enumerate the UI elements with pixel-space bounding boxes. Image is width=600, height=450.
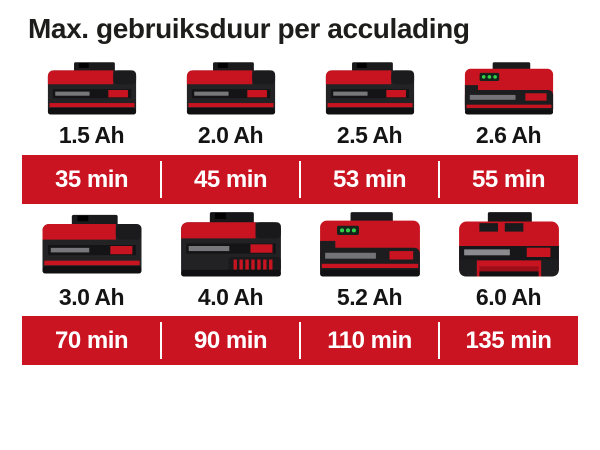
runtime-value: 70 min	[54, 326, 129, 354]
battery-row-2: 3.0 Ah 4.0 Ah 5.2 Ah 6.0 Ah	[22, 210, 578, 310]
runtime-value: 90 min	[160, 316, 300, 365]
battery-cell-3-0ah: 3.0 Ah	[22, 210, 161, 310]
battery-capacity-label: 2.6 Ah	[475, 122, 542, 148]
battery-capacity-label: 6.0 Ah	[475, 284, 542, 310]
battery-cell-2-5ah: 2.5 Ah	[300, 60, 439, 148]
battery-image-2-0ah	[182, 60, 280, 120]
page-title: Max. gebruiksduur per acculading	[28, 13, 470, 44]
battery-image-5-2ah	[315, 210, 425, 282]
battery-cell-6-0ah: 6.0 Ah	[439, 210, 578, 310]
battery-capacity-label: 5.2 Ah	[336, 284, 403, 310]
battery-capacity-label: 2.0 Ah	[197, 122, 264, 148]
battery-image-1-5ah	[43, 60, 141, 120]
battery-image-3-0ah	[37, 210, 147, 282]
battery-capacity-label: 1.5 Ah	[58, 122, 125, 148]
battery-capacity-label: 2.5 Ah	[336, 122, 403, 148]
battery-image-2-6ah	[460, 60, 558, 120]
runtime-value: 135 min	[438, 316, 578, 365]
runtime-bar-2: 70 min 90 min 110 min 135 min	[22, 316, 578, 365]
battery-cell-4-0ah: 4.0 Ah	[161, 210, 300, 310]
runtime-value: 110 min	[299, 316, 439, 365]
runtime-value: 55 min	[438, 155, 578, 204]
runtime-value: 35 min	[54, 165, 129, 193]
runtime-value: 45 min	[160, 155, 300, 204]
battery-cell-2-0ah: 2.0 Ah	[161, 60, 300, 148]
battery-cell-5-2ah: 5.2 Ah	[300, 210, 439, 310]
battery-image-2-5ah	[321, 60, 419, 120]
runtime-bar-1: 35 min 45 min 53 min 55 min	[22, 155, 578, 204]
battery-capacity-label: 4.0 Ah	[197, 284, 264, 310]
battery-cell-2-6ah: 2.6 Ah	[439, 60, 578, 148]
battery-cell-1-5ah: 1.5 Ah	[22, 60, 161, 148]
runtime-value: 53 min	[299, 155, 439, 204]
battery-image-4-0ah	[176, 210, 286, 282]
battery-capacity-label: 3.0 Ah	[58, 284, 125, 310]
battery-image-6-0ah	[454, 210, 564, 282]
battery-row-1: 1.5 Ah 2.0 Ah 2.5 Ah 2.6 Ah	[22, 60, 578, 148]
